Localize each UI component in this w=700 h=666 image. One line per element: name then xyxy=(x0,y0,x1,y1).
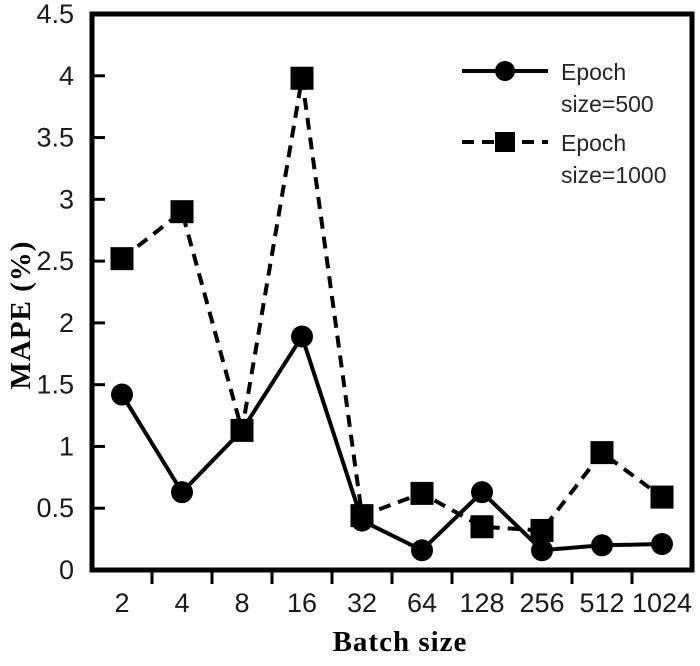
y-tick-label: 1.5 xyxy=(36,370,74,400)
legend-label: size=1000 xyxy=(561,162,667,188)
data-point-square xyxy=(170,200,194,224)
y-tick-label: 0 xyxy=(59,555,74,585)
y-tick-label: 4 xyxy=(59,61,74,91)
data-point-square xyxy=(650,485,674,509)
y-tick-label: 4.5 xyxy=(36,0,74,29)
data-point-square xyxy=(350,504,374,528)
data-point-square xyxy=(410,481,434,505)
x-tick-label: 8 xyxy=(234,588,249,618)
y-tick-label: 3.5 xyxy=(36,123,74,153)
x-tick-label: 2 xyxy=(114,588,129,618)
legend-label: Epoch xyxy=(561,130,626,156)
legend-label: Epoch xyxy=(561,59,626,85)
y-axis-title: MAPE (%) xyxy=(5,241,37,390)
x-tick-label: 16 xyxy=(287,588,317,618)
x-tick-label: 64 xyxy=(407,588,437,618)
series-line-1 xyxy=(120,77,664,533)
x-tick-label: 4 xyxy=(174,588,189,618)
y-tick-label: 0.5 xyxy=(36,493,74,523)
data-point-square xyxy=(110,247,134,271)
data-point-circle xyxy=(591,534,613,557)
data-point-circle xyxy=(411,539,433,562)
axis-ticks: 0 0.5 1 1.5 2 2.5 3 3.5 4 4.5 2 4 8 16 32 64 128 256 512 10… xyxy=(36,0,692,618)
y-tick-label: 2.5 xyxy=(36,246,74,276)
legend: Epoch size=500 Epoch size=1000 xyxy=(462,59,667,188)
x-tick-label: 512 xyxy=(579,588,624,618)
data-series xyxy=(110,66,674,562)
y-tick-label: 3 xyxy=(59,184,74,214)
data-point-circle xyxy=(531,539,553,562)
legend-label: size=500 xyxy=(561,91,654,117)
x-axis-title: Batch size xyxy=(333,626,468,658)
x-tick-label: 32 xyxy=(347,588,377,618)
data-point-circle xyxy=(111,383,133,406)
legend-marker-square xyxy=(495,132,515,152)
data-point-circle xyxy=(471,481,493,504)
y-tick-label: 1 xyxy=(59,431,74,461)
data-point-square xyxy=(530,518,554,542)
x-tick-label: 256 xyxy=(519,588,564,618)
data-point-square xyxy=(230,418,254,442)
data-point-square xyxy=(470,515,494,539)
data-point-circle xyxy=(651,533,673,556)
x-tick-label: 1024 xyxy=(632,588,692,618)
y-tick-label: 2 xyxy=(59,308,74,338)
x-tick-label: 128 xyxy=(459,588,504,618)
data-point-square xyxy=(290,66,314,90)
data-point-circle xyxy=(291,325,313,348)
data-point-square xyxy=(590,441,614,465)
legend-marker-circle xyxy=(495,61,515,81)
data-point-circle xyxy=(171,481,193,504)
series-line-0 xyxy=(120,331,663,553)
